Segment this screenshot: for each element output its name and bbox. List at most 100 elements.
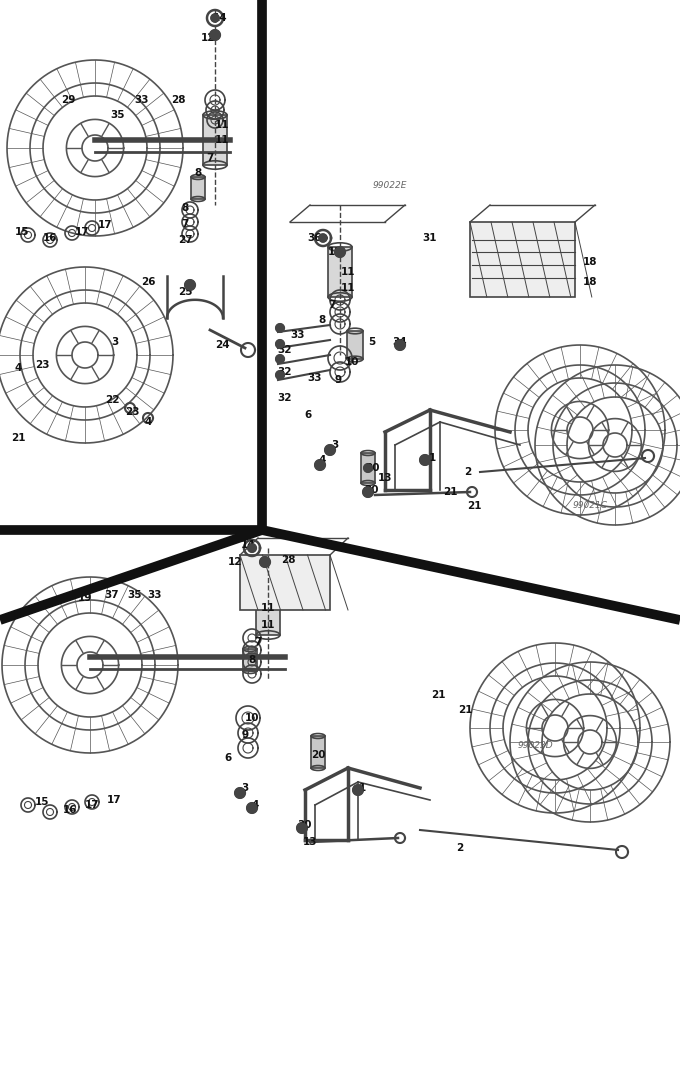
- Text: 3: 3: [331, 440, 339, 450]
- Text: 36: 36: [308, 233, 322, 243]
- Text: 6: 6: [305, 410, 311, 420]
- Text: 8: 8: [248, 655, 256, 665]
- Text: 12: 12: [328, 247, 342, 257]
- Text: 9: 9: [241, 730, 249, 740]
- Text: 21: 21: [430, 690, 445, 700]
- Text: 24: 24: [215, 340, 229, 350]
- Text: 2: 2: [456, 843, 464, 853]
- Bar: [203, 115, 227, 165]
- Circle shape: [364, 464, 372, 471]
- Text: 16: 16: [43, 233, 57, 243]
- Bar: [470, 222, 575, 297]
- Text: 11: 11: [215, 135, 229, 145]
- Bar: [256, 585, 280, 635]
- Circle shape: [363, 487, 373, 497]
- Text: 35: 35: [128, 590, 142, 600]
- Text: 35: 35: [111, 110, 125, 120]
- Text: 26: 26: [141, 277, 155, 287]
- Text: 3: 3: [112, 337, 118, 347]
- Text: 13: 13: [378, 473, 392, 483]
- Circle shape: [248, 545, 256, 552]
- Text: 99021C: 99021C: [573, 500, 607, 509]
- Text: 21: 21: [443, 487, 457, 497]
- Bar: [311, 736, 325, 768]
- Text: 17: 17: [107, 795, 121, 806]
- Text: 14: 14: [213, 13, 227, 23]
- Text: 9: 9: [335, 375, 341, 384]
- Text: 10: 10: [245, 713, 259, 723]
- Text: 7: 7: [254, 637, 262, 647]
- Text: 11: 11: [260, 620, 275, 630]
- Text: 31: 31: [423, 233, 437, 243]
- Text: 2: 2: [464, 467, 472, 477]
- Circle shape: [185, 280, 195, 290]
- Text: 17: 17: [98, 220, 112, 230]
- Text: 8: 8: [194, 168, 202, 178]
- Text: 23: 23: [35, 360, 49, 371]
- Text: 7: 7: [182, 219, 188, 229]
- Circle shape: [276, 340, 284, 348]
- Text: 33: 33: [291, 330, 305, 340]
- Bar: [240, 555, 330, 610]
- Text: 1: 1: [358, 783, 366, 793]
- Bar: [347, 331, 363, 359]
- Text: 4: 4: [14, 363, 22, 373]
- Text: 11: 11: [260, 603, 275, 613]
- Text: 28: 28: [171, 95, 185, 105]
- Text: 19: 19: [78, 593, 92, 603]
- Text: 33: 33: [148, 590, 163, 600]
- Text: 17: 17: [75, 227, 89, 237]
- Text: 18: 18: [583, 277, 597, 287]
- Text: 13: 13: [303, 837, 318, 847]
- Text: 11: 11: [341, 267, 355, 277]
- Text: 4: 4: [318, 455, 326, 465]
- Text: 29: 29: [61, 95, 75, 105]
- Circle shape: [319, 234, 327, 242]
- Text: 3: 3: [241, 783, 249, 793]
- Text: 8: 8: [318, 315, 326, 325]
- Circle shape: [297, 823, 307, 833]
- Text: 7: 7: [328, 300, 336, 310]
- Text: 8: 8: [182, 203, 188, 213]
- Circle shape: [210, 30, 220, 40]
- Text: 11: 11: [215, 120, 229, 130]
- Text: 1: 1: [428, 453, 436, 463]
- Text: 5: 5: [369, 337, 375, 347]
- Text: 16: 16: [63, 806, 78, 815]
- Text: 7: 7: [206, 153, 214, 163]
- Circle shape: [395, 340, 405, 350]
- Text: 21: 21: [458, 705, 472, 715]
- Bar: [243, 649, 257, 671]
- Text: 21: 21: [466, 500, 481, 511]
- Circle shape: [276, 355, 284, 363]
- Text: 12: 12: [228, 557, 242, 567]
- Text: 25: 25: [177, 287, 192, 297]
- Circle shape: [276, 324, 284, 332]
- Bar: [361, 453, 375, 483]
- Text: 99022E: 99022E: [373, 180, 407, 189]
- Text: 32: 32: [277, 345, 292, 355]
- Text: 33: 33: [308, 373, 322, 383]
- Circle shape: [211, 14, 219, 21]
- Text: 4: 4: [144, 417, 152, 427]
- Text: 18: 18: [583, 257, 597, 267]
- Circle shape: [335, 247, 345, 257]
- Text: 14: 14: [241, 540, 255, 550]
- Text: 15: 15: [15, 227, 29, 237]
- Circle shape: [420, 455, 430, 465]
- Text: 28: 28: [281, 555, 295, 565]
- Text: 12: 12: [201, 33, 216, 43]
- Text: 6: 6: [224, 753, 232, 763]
- Bar: [328, 247, 352, 297]
- Circle shape: [315, 460, 325, 470]
- Circle shape: [325, 445, 335, 455]
- Text: 32: 32: [277, 367, 292, 377]
- Text: 20: 20: [311, 750, 325, 760]
- Circle shape: [247, 803, 257, 813]
- Circle shape: [353, 785, 363, 795]
- Text: 99023D: 99023D: [517, 740, 553, 750]
- Text: 4: 4: [252, 800, 258, 810]
- Bar: [191, 177, 205, 199]
- Text: 21: 21: [11, 433, 25, 442]
- Text: 11: 11: [341, 284, 355, 293]
